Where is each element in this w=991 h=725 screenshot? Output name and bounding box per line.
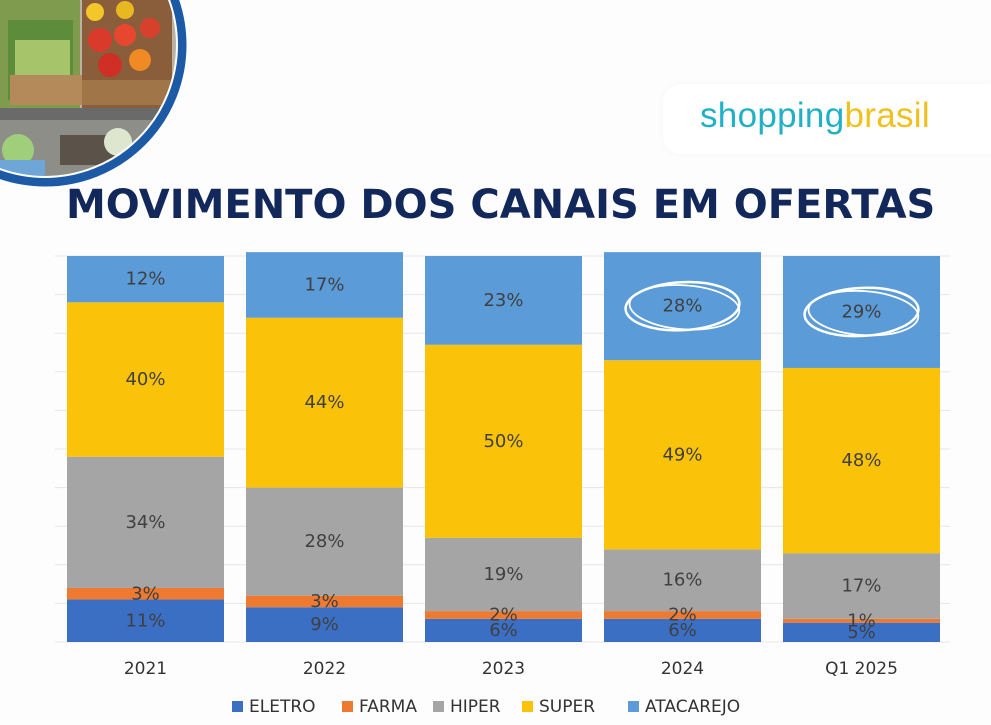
bar-farma-2023 <box>425 611 582 619</box>
bar-atacarejo-2023 <box>425 256 582 345</box>
data-label-atacarejo-2021: 12% <box>125 269 165 290</box>
shoppingbrasil-logo: shoppingbrasil <box>700 96 930 136</box>
bar-super-2022 <box>246 317 403 488</box>
legend-label-farma: FARMA <box>359 697 417 717</box>
page-title: MOVIMENTO DOS CANAIS EM OFERTAS <box>66 182 936 228</box>
legend-swatch-eletro <box>232 701 243 712</box>
bar-hiper-q1-2025 <box>783 553 940 619</box>
data-label-atacarejo-q1-2025: 29% <box>841 301 881 322</box>
bar-hiper-2023 <box>425 537 582 612</box>
category-label-2024: 2024 <box>661 659 704 679</box>
bar-eletro-2021 <box>67 599 224 642</box>
data-label-super-2022: 44% <box>304 392 344 413</box>
logo-part-shopping: shopping <box>700 96 845 135</box>
bar-hiper-2022 <box>246 487 403 596</box>
bar-eletro-q1-2025 <box>783 622 940 642</box>
data-label-atacarejo-2023: 23% <box>483 290 523 311</box>
legend-label-hiper: HIPER <box>450 697 501 717</box>
highlight-circle-stroke <box>628 284 741 331</box>
data-labels: 11%3%34%40%12%9%3%28%44%17%6%2%19%50%23%… <box>125 269 881 643</box>
data-label-farma-2023: 2% <box>489 604 518 625</box>
highlight-circles <box>624 280 920 338</box>
legend-swatch-atacarejo <box>628 701 639 712</box>
data-label-super-2021: 40% <box>125 369 165 390</box>
bar-super-q1-2025 <box>783 367 940 554</box>
data-label-hiper-2023: 19% <box>483 564 523 585</box>
bar-farma-2022 <box>246 595 403 608</box>
data-label-farma-q1-2025: 1% <box>847 610 876 631</box>
category-labels: 2021 2022 2023 2024 Q1 2025 <box>124 659 898 679</box>
bar-hiper-2024 <box>604 549 761 612</box>
bar-hiper-2021 <box>67 456 224 588</box>
legend-swatch-hiper <box>433 701 444 712</box>
legend-label-atacarejo: ATACAREJO <box>645 697 740 717</box>
legend-swatch-farma <box>342 701 353 712</box>
data-label-eletro-2023: 6% <box>489 620 518 641</box>
bar-farma-q1-2025 <box>783 618 940 623</box>
bar-eletro-2023 <box>425 618 582 642</box>
data-label-atacarejo-2024: 28% <box>662 296 702 317</box>
data-label-super-2023: 50% <box>483 431 523 452</box>
legend-label-super: SUPER <box>539 697 595 717</box>
data-label-super-2024: 49% <box>662 444 702 465</box>
bar-atacarejo-2022 <box>246 252 403 318</box>
bar-super-2023 <box>425 344 582 538</box>
bar-eletro-2022 <box>246 607 403 642</box>
data-label-atacarejo-2022: 17% <box>304 274 344 295</box>
market-produce-photo <box>0 0 187 187</box>
bar-farma-2021 <box>67 587 224 600</box>
category-label-2023: 2023 <box>482 659 525 679</box>
data-label-hiper-2022: 28% <box>304 531 344 552</box>
data-label-hiper-2024: 16% <box>662 570 702 591</box>
legend: ELETRO FARMA HIPER SUPER ATACAREJO <box>232 697 740 717</box>
bar-super-2024 <box>604 360 761 550</box>
data-label-farma-2022: 3% <box>310 591 339 612</box>
bar-atacarejo-2021 <box>67 256 224 303</box>
highlight-circle-stroke <box>807 289 920 337</box>
category-label-2022: 2022 <box>303 659 346 679</box>
data-label-super-q1-2025: 48% <box>841 450 881 471</box>
category-label-2021: 2021 <box>124 659 167 679</box>
legend-swatch-super <box>522 701 533 712</box>
data-label-farma-2021: 3% <box>131 583 160 604</box>
bar-eletro-2024 <box>604 618 761 642</box>
data-label-eletro-2022: 9% <box>310 614 339 635</box>
legend-label-eletro: ELETRO <box>249 697 316 717</box>
bar-farma-2024 <box>604 611 761 619</box>
logo-part-brasil: brasil <box>844 96 930 135</box>
data-label-farma-2024: 2% <box>668 604 697 625</box>
data-label-eletro-q1-2025: 5% <box>847 622 876 643</box>
data-label-eletro-2021: 11% <box>125 610 165 631</box>
data-label-hiper-2021: 34% <box>125 512 165 533</box>
category-label-q1-2025: Q1 2025 <box>825 659 898 679</box>
bar-super-2021 <box>67 302 224 457</box>
data-label-eletro-2024: 6% <box>668 620 697 641</box>
logo-card <box>663 84 991 154</box>
data-label-hiper-q1-2025: 17% <box>841 576 881 597</box>
bars <box>67 252 940 642</box>
